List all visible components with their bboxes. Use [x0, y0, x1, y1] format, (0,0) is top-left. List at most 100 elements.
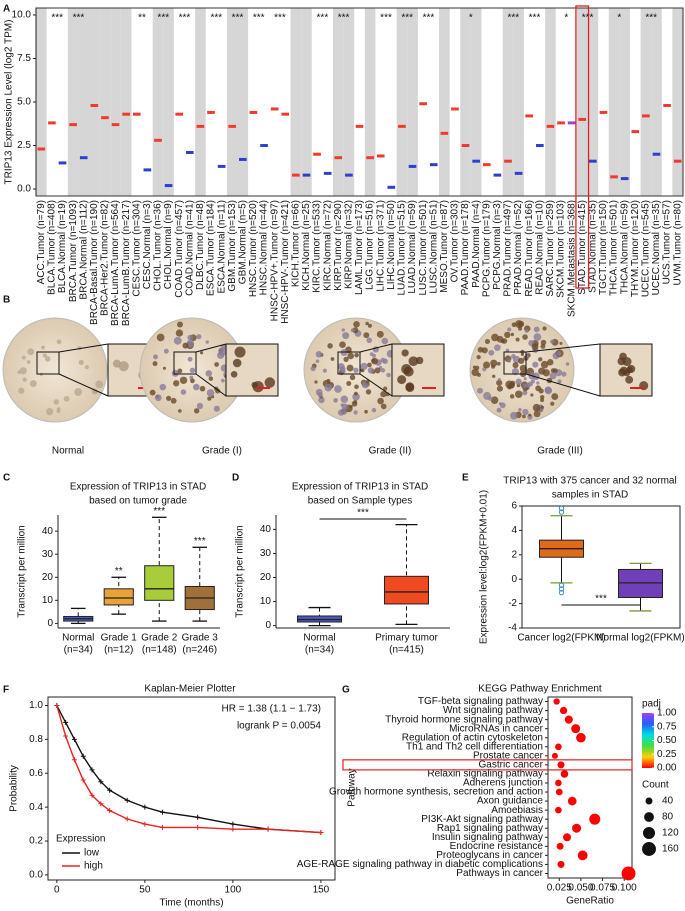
outlier — [558, 586, 565, 592]
cell — [371, 407, 377, 413]
inset — [225, 343, 279, 397]
cell — [483, 361, 491, 369]
y-tick-label: Amoebiasis — [491, 805, 543, 816]
outlier — [558, 509, 565, 515]
km-curve — [56, 705, 321, 834]
outlier — [558, 589, 565, 596]
median-box — [652, 152, 661, 156]
censor-mark — [98, 779, 104, 785]
x-tick-label: PRAD.Normal (n=52) — [513, 200, 524, 295]
ihc-image — [139, 317, 279, 423]
y-tick-label: 0.0 — [17, 184, 31, 195]
censor-mark — [265, 826, 271, 832]
x-axis-label: Time (months) — [159, 898, 223, 909]
zoom-box — [503, 351, 527, 375]
median-box — [472, 159, 480, 163]
cell — [622, 357, 632, 367]
plot-frame — [521, 505, 681, 629]
y-tick-label: 20 — [42, 572, 54, 583]
median-box — [302, 173, 311, 177]
significance: *** — [179, 13, 191, 24]
cell — [327, 343, 333, 349]
x-tick-label: UCEC.Tumor (n=545) — [641, 200, 652, 297]
median-box — [355, 124, 364, 128]
cell — [314, 380, 318, 384]
significance: *** — [157, 13, 169, 24]
median-box — [196, 124, 205, 128]
cell — [365, 389, 372, 395]
outlier — [558, 582, 565, 588]
cell — [515, 378, 522, 385]
cell — [264, 377, 276, 388]
panel-letter: G — [342, 685, 350, 696]
cell — [471, 368, 479, 377]
x-tick-label: DLBC.Tumor (n=48) — [195, 200, 206, 290]
significance: *** — [51, 13, 63, 24]
median-box — [175, 112, 184, 116]
group-band — [672, 8, 683, 196]
km-curve — [56, 705, 321, 834]
panel-letter: F — [3, 685, 9, 696]
dot — [577, 850, 588, 861]
colorbar-label: 1.00 — [657, 708, 677, 719]
cell — [531, 343, 539, 351]
cell — [490, 359, 498, 367]
cell — [518, 357, 525, 365]
median-box — [345, 173, 353, 177]
median-box — [260, 144, 268, 148]
median-box — [429, 163, 438, 167]
y-tick-label: Relaxin signaling pathway — [427, 769, 543, 780]
cell — [310, 366, 316, 372]
cell — [377, 397, 384, 405]
zoom-line — [58, 343, 109, 353]
cell — [45, 408, 54, 416]
chart-title: based on Sample types — [308, 496, 413, 507]
y-tick-label: Wnt signaling pathway — [443, 705, 543, 716]
x-tick-label: HNSC.Normal (n=44) — [259, 200, 270, 295]
cell — [326, 378, 331, 383]
x-tick-label: CHOL.Tumor (n=36) — [153, 200, 164, 291]
median-box — [578, 117, 587, 121]
y-tick-label: 0 — [265, 620, 271, 631]
cell — [507, 327, 512, 332]
colorbar-label: 0.50 — [657, 735, 677, 746]
outlier — [558, 505, 565, 512]
significance: *** — [507, 13, 519, 24]
colorbar-label: 0.25 — [657, 749, 677, 760]
y-tick-label: Th1 and Th2 cell differentiation — [406, 741, 543, 752]
censor-mark — [63, 719, 69, 725]
median-box — [281, 112, 290, 116]
cell — [347, 352, 355, 360]
y-tick-label: 0.6 — [29, 768, 43, 779]
cell — [29, 380, 37, 388]
group-band — [608, 8, 620, 196]
x-tick-sublabel: (n=148) — [142, 645, 177, 656]
size-label: 80 — [662, 812, 674, 823]
cell — [530, 393, 534, 397]
group-band — [237, 8, 249, 196]
cell — [53, 399, 59, 405]
cell — [565, 362, 570, 366]
cell — [540, 394, 545, 400]
cell — [177, 368, 183, 374]
cell — [509, 394, 515, 399]
cell — [557, 379, 562, 384]
y-tick-label: 10 — [260, 596, 272, 607]
chart-title: samples in STAD — [552, 490, 629, 501]
group-band — [110, 8, 121, 196]
median-box — [334, 156, 343, 160]
x-tick-label: PCPG.Normal (n=3) — [492, 200, 503, 290]
cell — [374, 367, 381, 374]
box — [384, 575, 429, 605]
cell — [353, 391, 358, 396]
median-box — [313, 152, 321, 156]
median-box — [217, 164, 226, 168]
cell — [196, 402, 204, 410]
cell — [214, 362, 219, 367]
cell — [551, 393, 559, 401]
median-box — [185, 150, 194, 154]
dot — [555, 788, 563, 796]
median-box — [620, 177, 629, 181]
cell — [251, 381, 258, 388]
cell — [476, 355, 481, 360]
